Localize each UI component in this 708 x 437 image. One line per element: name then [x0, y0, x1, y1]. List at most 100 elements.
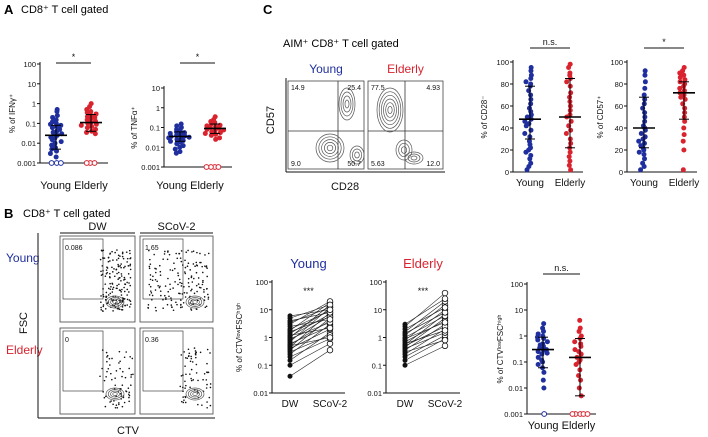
- y-tick-label: 40: [501, 124, 509, 133]
- quadrant-value-ur: 25.4: [347, 85, 361, 92]
- event-dot: [124, 304, 126, 307]
- event-dot: [127, 273, 130, 275]
- contour-line: [192, 392, 198, 396]
- data-point-after: [441, 295, 449, 302]
- event-dot: [108, 357, 111, 360]
- event-dot: [206, 371, 209, 374]
- data-point-after: [326, 306, 334, 313]
- event-dot: [182, 386, 184, 389]
- event-dot: [104, 308, 107, 310]
- data-point: [84, 125, 90, 131]
- data-point: [54, 108, 60, 114]
- event-dot: [149, 274, 152, 276]
- data-point-after: [441, 342, 449, 350]
- contour-line: [398, 142, 410, 158]
- event-dot: [107, 294, 110, 296]
- event-dot: [121, 370, 124, 373]
- event-dot: [109, 292, 112, 295]
- y-tick-label: 100: [510, 280, 523, 289]
- event-dot: [107, 256, 110, 259]
- event-dot: [129, 303, 132, 305]
- data-point: [172, 146, 178, 152]
- event-dot: [119, 360, 121, 363]
- data-point: [535, 362, 541, 368]
- data-point: [58, 160, 64, 166]
- event-dot: [110, 286, 112, 288]
- event-dot: [105, 351, 108, 354]
- contour-line: [190, 298, 200, 306]
- event-dot: [111, 266, 113, 269]
- event-dot: [167, 251, 169, 253]
- event-dot: [203, 372, 206, 375]
- data-point: [528, 68, 534, 74]
- gate-percent: 1.65: [145, 245, 159, 252]
- event-dot: [122, 257, 125, 260]
- data-point: [641, 164, 647, 169]
- event-dot: [164, 285, 167, 287]
- data-point: [49, 142, 55, 148]
- event-dot: [190, 368, 193, 371]
- event-dot: [171, 306, 173, 309]
- flow-plot-frame: [139, 235, 214, 323]
- data-point: [202, 130, 208, 136]
- contour-line: [187, 297, 203, 307]
- significance-label: n.s.: [543, 37, 558, 47]
- data-point: [89, 123, 95, 129]
- panel-b-header: CD8⁺ T cell gated: [23, 208, 110, 220]
- data-point: [563, 131, 569, 136]
- event-dot: [162, 298, 164, 301]
- event-dot: [151, 294, 154, 297]
- gate-percent: 0.36: [145, 337, 159, 344]
- event-dot: [154, 267, 156, 270]
- event-dot: [170, 304, 173, 306]
- flow-group-label: Elderly: [387, 62, 424, 76]
- event-dot: [120, 294, 123, 296]
- event-dot: [171, 269, 174, 272]
- data-point: [677, 70, 683, 76]
- event-dot: [201, 404, 203, 406]
- event-dot: [129, 263, 132, 266]
- data-point: [217, 130, 223, 136]
- event-dot: [196, 251, 198, 254]
- event-dot: [166, 303, 169, 306]
- data-point: [682, 105, 688, 111]
- flow-row-label-young: Young: [6, 251, 40, 265]
- data-point: [54, 113, 60, 119]
- event-dot: [184, 380, 186, 383]
- event-dot: [112, 310, 114, 312]
- y-tick-label: 100: [23, 60, 36, 69]
- data-point: [642, 72, 648, 78]
- event-dot: [147, 304, 150, 306]
- event-dot: [113, 275, 116, 278]
- flow-y-axis-label: CD57: [265, 106, 277, 134]
- event-dot: [159, 290, 162, 292]
- event-dot: [167, 290, 170, 293]
- event-dot: [128, 282, 130, 284]
- data-point: [642, 114, 648, 120]
- event-dot: [184, 266, 187, 269]
- chart-cd57: 0 20 40 60 80 100 % of CD57⁺ * Young Elderly: [596, 37, 699, 189]
- gate-box: [62, 330, 104, 392]
- event-dot: [102, 391, 104, 393]
- event-dot: [177, 283, 179, 286]
- event-dot: [129, 284, 132, 287]
- event-dot: [162, 307, 164, 310]
- contour-line: [410, 155, 418, 161]
- event-dot: [129, 252, 131, 255]
- pair-line: [289, 313, 331, 337]
- event-dot: [107, 287, 110, 290]
- y-tick-label: 100: [610, 58, 623, 67]
- pair-line: [289, 327, 331, 336]
- quadrant-value-ll: 5.63: [371, 161, 385, 168]
- event-dot: [167, 277, 169, 280]
- event-dot: [187, 282, 190, 284]
- data-point: [84, 129, 90, 135]
- event-dot: [170, 297, 172, 299]
- event-dot: [148, 294, 151, 296]
- data-point: [641, 151, 647, 157]
- event-dot: [182, 374, 184, 376]
- data-point: [173, 150, 179, 156]
- event-dot: [120, 273, 123, 275]
- event-dot: [129, 257, 131, 260]
- data-point: [681, 147, 687, 153]
